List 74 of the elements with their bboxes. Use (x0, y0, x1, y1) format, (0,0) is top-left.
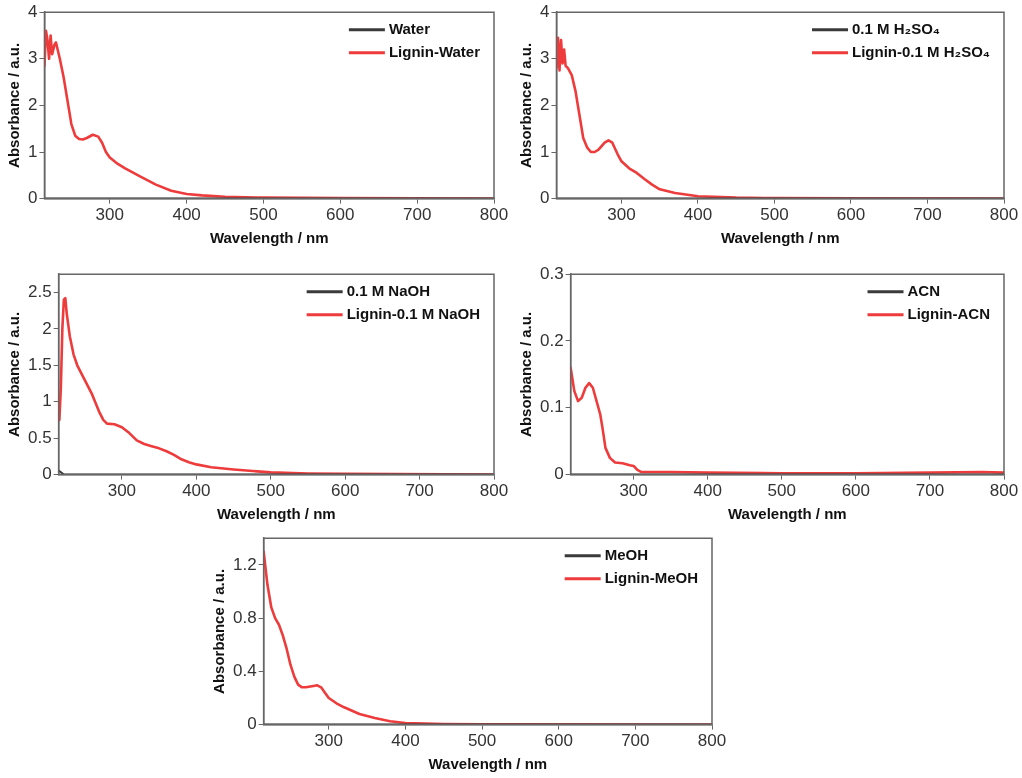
x-tick-label: 500 (249, 205, 278, 225)
x-tick-label: 400 (391, 731, 420, 751)
y-tick-label: 0.1 (539, 397, 564, 417)
y-tick-label: 2 (539, 95, 550, 115)
y-axis-title: Absorbance / a.u. (210, 568, 228, 694)
y-tick-label: 1.5 (27, 354, 52, 374)
x-axis-title: Wavelength / nm (720, 229, 840, 247)
legend-label: Lignin-0.1 M H₂SO₄ (852, 42, 990, 60)
y-tick-label: 0 (42, 464, 52, 484)
y-axis-title: Absorbance / a.u. (5, 42, 23, 168)
y-tick-label: 0.2 (539, 330, 564, 350)
y-tick-label: 1.2 (232, 554, 257, 574)
y-tick-label: 4 (539, 1, 550, 21)
legend-label: ACN (907, 281, 941, 299)
x-axis-title: Wavelength / nm (728, 505, 847, 523)
x-tick-label: 300 (107, 481, 137, 501)
x-tick-label: 400 (683, 205, 713, 225)
x-tick-label: 400 (693, 481, 722, 501)
legend-label: Lignin-ACN (907, 304, 991, 322)
legend-label: Water (388, 19, 431, 37)
x-tick-label: 500 (760, 205, 789, 225)
x-tick-label: 500 (767, 481, 796, 501)
x-tick-label: 800 (989, 205, 1019, 225)
x-tick-label: 800 (989, 481, 1019, 501)
x-tick-label: 300 (314, 731, 343, 751)
y-axis-title: Absorbance / a.u. (5, 311, 23, 437)
x-tick-label: 600 (841, 481, 871, 501)
y-tick-label: 2.5 (27, 282, 52, 302)
y-tick-label: 2 (27, 95, 38, 115)
y-tick-label: 2 (42, 318, 52, 338)
x-axis-title: Wavelength / nm (209, 229, 329, 247)
x-tick-label: 500 (256, 481, 285, 501)
legend-label: Lignin-MeOH (604, 568, 699, 586)
legend-label: 0.1 M H₂SO₄ (852, 19, 941, 37)
x-tick-label: 700 (405, 481, 434, 501)
x-tick-label: 500 (467, 731, 497, 751)
x-tick-label: 400 (182, 481, 211, 501)
y-tick-label: 0.3 (539, 263, 564, 283)
x-tick-label: 800 (479, 205, 509, 225)
y-tick-label: 4 (27, 1, 38, 21)
legend-label: Lignin-0.1 M NaOH (346, 304, 481, 322)
legend-label: 0.1 M NaOH (346, 281, 431, 299)
x-tick-label: 600 (836, 205, 866, 225)
x-tick-label: 600 (330, 481, 360, 501)
x-tick-label: 700 (402, 205, 432, 225)
y-tick-label: 0 (554, 464, 564, 484)
y-tick-label: 0 (27, 188, 38, 208)
y-axis-title: Absorbance / a.u. (517, 311, 535, 437)
x-tick-label: 300 (607, 205, 636, 225)
x-tick-label: 600 (326, 205, 355, 225)
legend-label: Lignin-Water (388, 42, 481, 60)
y-tick-label: 3 (27, 48, 38, 68)
x-tick-label: 300 (619, 481, 648, 501)
x-axis-title: Wavelength / nm (428, 755, 548, 773)
y-axis-title: Absorbance / a.u. (517, 42, 535, 168)
y-tick-label: 0 (247, 714, 257, 734)
y-tick-label: 1 (27, 141, 38, 161)
x-tick-label: 400 (172, 205, 201, 225)
y-tick-label: 1 (539, 141, 550, 161)
x-tick-label: 800 (697, 731, 727, 751)
y-tick-label: 0.4 (232, 661, 257, 681)
y-tick-label: 0.8 (232, 607, 257, 627)
x-axis-title: Wavelength / nm (217, 505, 336, 523)
y-tick-label: 1 (42, 391, 52, 411)
x-tick-label: 300 (95, 205, 124, 225)
x-tick-label: 700 (915, 481, 945, 501)
y-tick-label: 0 (539, 188, 550, 208)
x-tick-label: 700 (621, 731, 650, 751)
x-tick-label: 800 (479, 481, 509, 501)
y-tick-label: 0.5 (27, 427, 52, 447)
y-tick-label: 3 (539, 48, 550, 68)
x-tick-label: 700 (913, 205, 942, 225)
legend-label: MeOH (604, 545, 649, 563)
x-tick-label: 600 (544, 731, 573, 751)
